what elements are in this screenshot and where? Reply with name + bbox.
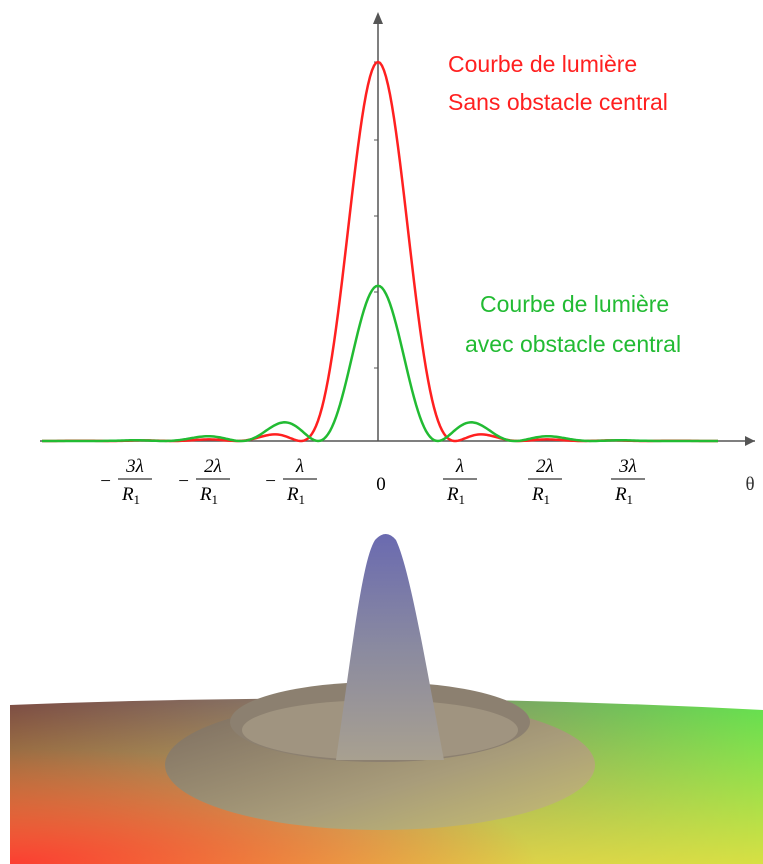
annotation-line: Courbe de lumière: [480, 291, 669, 317]
figure: Courbe de lumière Sans obstacle central …: [0, 0, 763, 864]
red-annotation: Courbe de lumière Sans obstacle central: [448, 51, 668, 115]
denominator-letter: R: [286, 484, 299, 505]
tick-label: −λR1: [265, 456, 317, 507]
tick-denominator: R1: [199, 484, 218, 507]
tick-numerator: λ: [295, 456, 304, 477]
denominator-index: 1: [212, 492, 219, 507]
tick-sign: −: [178, 471, 189, 492]
denominator-index: 1: [299, 492, 306, 507]
tick-numerator: 2λ: [536, 456, 554, 477]
denominator-index: 1: [459, 492, 466, 507]
tick-label: −2λ R1: [178, 456, 230, 507]
denominator-letter: R: [531, 484, 544, 505]
denominator-letter: R: [199, 484, 212, 505]
tick-denominator: R1: [121, 484, 140, 507]
tick-denominator: R1: [531, 484, 550, 507]
x-axis-label: θ: [745, 474, 754, 495]
x-arrow: [745, 436, 755, 446]
denominator-letter: R: [121, 484, 134, 505]
tick-sign: −: [100, 471, 111, 492]
tick-label: λR1: [443, 456, 477, 507]
tick-sign: −: [265, 471, 276, 492]
tick-label: 3λ R1: [611, 456, 645, 507]
curve-no-obstruction: [42, 62, 718, 441]
denominator-index: 1: [544, 492, 551, 507]
tick-denominator: R1: [446, 484, 465, 507]
denominator-index: 1: [627, 492, 634, 507]
annotation-line: Courbe de lumière: [448, 51, 637, 77]
tick-label: 2λ R1: [528, 456, 562, 507]
tick-numerator: 3λ: [125, 456, 144, 477]
tick-numerator: 2λ: [204, 456, 222, 477]
tick-label: −3λ R1: [100, 456, 152, 507]
surface-plot: [10, 534, 763, 864]
denominator-letter: R: [614, 484, 627, 505]
green-annotation: Courbe de lumière avec obstacle central: [465, 291, 681, 357]
origin-label: 0: [376, 474, 386, 495]
y-arrow: [373, 12, 383, 24]
tick-numerator: λ: [455, 456, 464, 477]
plot: [40, 12, 755, 446]
denominator-index: 1: [134, 492, 141, 507]
tick-denominator: R1: [614, 484, 633, 507]
annotation-line: Sans obstacle central: [448, 89, 668, 115]
tick-numerator: 3λ: [618, 456, 637, 477]
annotation-line: avec obstacle central: [465, 331, 681, 357]
tick-denominator: R1: [286, 484, 305, 507]
denominator-letter: R: [446, 484, 459, 505]
